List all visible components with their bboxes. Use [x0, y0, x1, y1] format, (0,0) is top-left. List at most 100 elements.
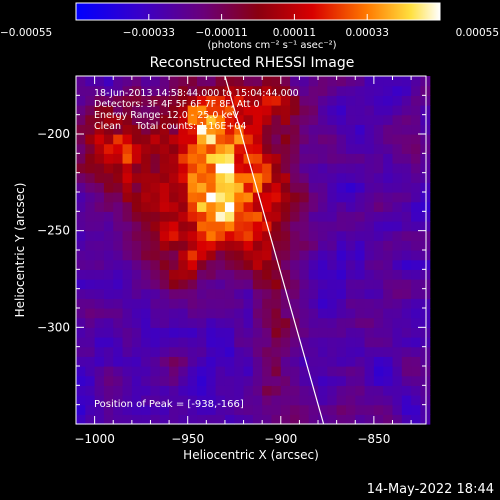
heatmap-cell [355, 308, 366, 319]
heatmap-cell [252, 356, 263, 367]
heatmap-cell [355, 124, 366, 135]
heatmap-cell [113, 298, 124, 309]
heatmap-cell [373, 327, 384, 338]
heatmap-cell [187, 366, 198, 377]
heatmap-cell [178, 163, 189, 174]
heatmap-cell [262, 395, 273, 406]
heatmap-cell [290, 134, 301, 145]
heatmap-cells [76, 76, 431, 425]
heatmap-cell [336, 114, 347, 125]
heatmap-cell [383, 163, 394, 174]
heatmap-cell [197, 153, 207, 164]
heatmap-cell [290, 211, 301, 222]
heatmap-cell [318, 211, 328, 222]
heatmap-cell [131, 375, 142, 386]
heatmap-cell [345, 298, 356, 309]
heatmap-cell [159, 288, 170, 299]
heatmap-cell [197, 163, 207, 174]
x-tick-label: −850 [357, 432, 390, 446]
heatmap-cell [345, 337, 356, 348]
heatmap-cell [280, 153, 291, 164]
heatmap-cell [224, 250, 235, 261]
heatmap-cell [122, 192, 133, 203]
heatmap-cell [401, 395, 412, 406]
heatmap-cell [94, 404, 105, 415]
heatmap-cell [159, 375, 170, 386]
heatmap-cell [336, 95, 347, 106]
heatmap-cell [364, 124, 375, 135]
heatmap-cell [271, 327, 282, 338]
heatmap-cell [187, 395, 198, 406]
heatmap-cell [392, 366, 403, 377]
heatmap-cell [271, 95, 282, 106]
heatmap-cell [345, 143, 356, 154]
heatmap-cell [150, 211, 161, 222]
heatmap-cell [271, 76, 282, 87]
heatmap-cell [290, 279, 301, 290]
heatmap-cell [345, 163, 356, 174]
heatmap-cell [178, 143, 189, 154]
heatmap-cell [76, 134, 86, 145]
heatmap-cell [169, 124, 179, 135]
heatmap-cell [392, 288, 403, 299]
heatmap-cell [178, 308, 189, 319]
heatmap-cell [243, 375, 254, 386]
heatmap-cell [224, 95, 235, 106]
heatmap-cell [178, 153, 189, 164]
heatmap-cell [336, 375, 347, 386]
heatmap-cell [85, 327, 96, 338]
heatmap-cell [299, 76, 310, 87]
heatmap-cell [345, 95, 356, 106]
heatmap-cell [243, 346, 254, 357]
heatmap-cell [94, 85, 105, 96]
heatmap-cell [299, 163, 310, 174]
heatmap-cell [234, 375, 245, 386]
heatmap-cell [103, 221, 114, 232]
heatmap-cell [113, 134, 124, 145]
heatmap-cell [262, 250, 273, 261]
heatmap-cell [215, 240, 226, 251]
heatmap-cell [94, 153, 105, 164]
x-axis-label: Heliocentric X (arcsec) [183, 448, 319, 462]
heatmap-cell [420, 327, 431, 338]
heatmap-cell [355, 105, 366, 116]
heatmap-cell [290, 395, 301, 406]
heatmap-cell [345, 375, 356, 386]
heatmap-cell [401, 356, 412, 367]
heatmap-cell [355, 385, 366, 396]
heatmap-cell [364, 327, 375, 338]
heatmap-cell [336, 85, 347, 96]
heatmap-cell [150, 95, 161, 106]
annotation-time-range: 18-Jun-2013 14:58:44.000 to 15:04:44.000 [94, 88, 299, 99]
heatmap-cell [150, 163, 161, 174]
heatmap-cell [103, 298, 114, 309]
heatmap-cell [280, 230, 291, 241]
heatmap-cell [122, 163, 133, 174]
heatmap-cell [411, 356, 422, 367]
heatmap-cell [197, 414, 207, 425]
heatmap-cell [420, 317, 431, 328]
heatmap-cell [215, 230, 226, 241]
heatmap-cell [234, 163, 245, 174]
heatmap-cell [131, 182, 142, 193]
footer-timestamp: 14-May-2022 18:44 [367, 482, 494, 497]
heatmap-cell [141, 250, 152, 261]
heatmap-cell [150, 124, 161, 135]
heatmap-cell [280, 221, 291, 232]
heatmap-cell [262, 366, 273, 377]
heatmap-cell [271, 134, 282, 145]
heatmap-cell [308, 337, 319, 348]
heatmap-cell [76, 327, 86, 338]
heatmap-cell [420, 192, 431, 203]
heatmap-cell [280, 192, 291, 203]
heatmap-cell [373, 230, 384, 241]
plot-area: 18-Jun-2013 14:58:44.000 to 15:04:44.000… [37, 75, 431, 446]
heatmap-cell [401, 414, 412, 425]
heatmap-cell [373, 308, 384, 319]
heatmap-cell [401, 308, 412, 319]
heatmap-cell [234, 259, 245, 270]
heatmap-cell [364, 250, 375, 261]
heatmap-cell [299, 114, 310, 125]
heatmap-cell [336, 240, 347, 251]
heatmap-cell [150, 230, 161, 241]
